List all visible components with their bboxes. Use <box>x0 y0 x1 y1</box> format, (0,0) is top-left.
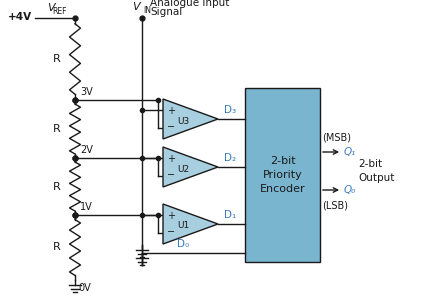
Text: Q₀: Q₀ <box>344 185 356 195</box>
Bar <box>245 88 320 262</box>
Text: R: R <box>53 181 61 192</box>
Text: 1V: 1V <box>80 202 93 212</box>
Text: 2-bit: 2-bit <box>270 156 295 166</box>
Text: D₁: D₁ <box>224 210 236 220</box>
Text: 0V: 0V <box>78 283 91 293</box>
Polygon shape <box>163 147 218 187</box>
Text: −: − <box>167 122 175 132</box>
Text: Q₁: Q₁ <box>344 147 356 157</box>
Text: 2-bit
Output: 2-bit Output <box>358 159 394 183</box>
Polygon shape <box>163 99 218 139</box>
Text: Priority: Priority <box>263 170 302 180</box>
Text: IN: IN <box>143 6 151 15</box>
Text: D₃: D₃ <box>224 105 236 115</box>
Text: U3: U3 <box>177 116 189 126</box>
Text: R: R <box>53 54 61 64</box>
Text: V: V <box>47 3 54 13</box>
Text: D₂: D₂ <box>224 153 236 163</box>
Text: Encoder: Encoder <box>260 184 305 194</box>
Text: D₀: D₀ <box>177 239 189 249</box>
Text: −: − <box>167 227 175 237</box>
Text: 3V: 3V <box>80 87 93 97</box>
Polygon shape <box>163 204 218 244</box>
Text: Analogue Input: Analogue Input <box>150 0 230 8</box>
Text: Signal: Signal <box>150 7 182 17</box>
Text: U1: U1 <box>177 221 189 231</box>
Text: +: + <box>167 211 175 221</box>
Text: (MSB): (MSB) <box>322 132 351 142</box>
Text: +: + <box>167 154 175 164</box>
Text: (LSB): (LSB) <box>322 200 348 210</box>
Text: −: − <box>167 170 175 180</box>
Text: 2V: 2V <box>80 145 93 155</box>
Text: U2: U2 <box>177 165 189 173</box>
Text: +: + <box>167 106 175 116</box>
Text: V: V <box>133 2 140 12</box>
Text: R: R <box>53 124 61 134</box>
Text: +4V: +4V <box>8 12 32 22</box>
Text: R: R <box>53 243 61 252</box>
Text: REF: REF <box>52 7 66 16</box>
